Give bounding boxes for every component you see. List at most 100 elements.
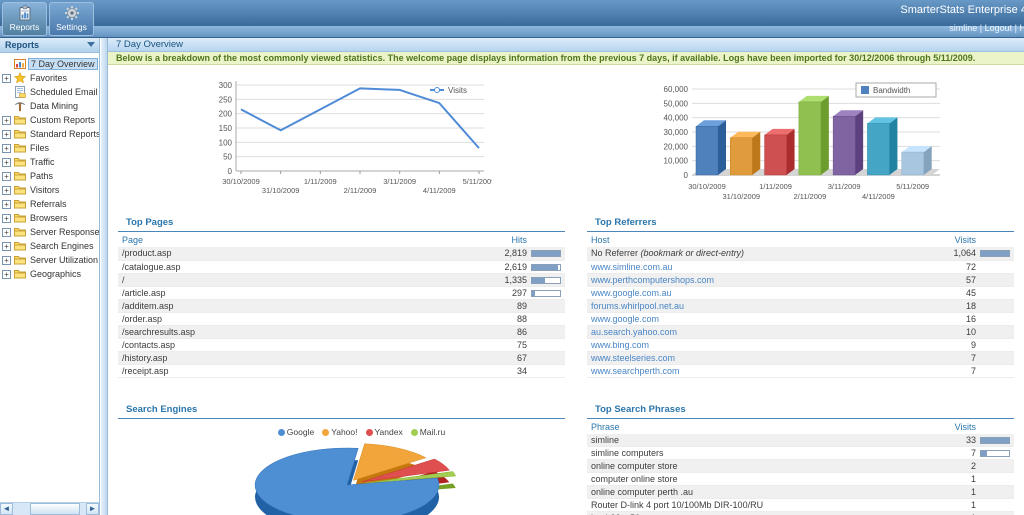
svg-text:50,000: 50,000 [663,99,688,108]
row-label: simline computers [591,448,664,458]
expand-plus-icon[interactable]: + [2,172,11,181]
expand-plus-icon[interactable]: + [2,116,11,125]
svg-text:40,000: 40,000 [663,114,688,123]
folder-icon [14,114,26,126]
svg-text:1/11/2009: 1/11/2009 [303,177,336,186]
host-link[interactable]: forums.whirlpool.net.au [591,301,684,311]
sidebar-item-standard-reports[interactable]: +Standard Reports [1,127,99,141]
sidebar-item-custom-reports[interactable]: +Custom Reports [1,113,99,127]
row-label: / [122,275,125,285]
sidebar-item-label: Files [28,143,51,153]
svg-text:30/10/2009: 30/10/2009 [688,182,726,191]
sidebar-item-files[interactable]: + Files [1,141,99,155]
search-engines-pie-chart [122,439,562,515]
settings-icon [64,5,80,21]
user-link-help[interactable]: Help [1019,23,1024,33]
host-link[interactable]: www.google.com [591,314,659,324]
data-mining-icon [14,100,26,112]
value-bar [980,250,1010,257]
top-referrers-table: Host Visits No Referrer (bookmark or dir… [587,233,1014,378]
host-link[interactable]: au.search.yahoo.com [591,327,677,337]
folder-icon [14,226,26,238]
sidebar-panel-title: Reports [5,40,39,50]
column-header-host: Host [587,233,894,247]
row-value: 34 [517,366,527,376]
host-link[interactable]: www.google.com.au [591,288,672,298]
host-link[interactable]: www.simline.com.au [591,262,673,272]
row-value: 1 [971,500,976,510]
collapse-panel-icon[interactable] [87,42,95,47]
expand-plus-icon[interactable]: + [2,144,11,153]
sidebar-item-search-engines[interactable]: +Search Engines [1,239,99,253]
sidebar-item-traffic[interactable]: +Traffic [1,155,99,169]
sidebar-item-7-day-overview[interactable]: 7 Day Overview [1,57,99,71]
host-link[interactable]: www.bing.com [591,340,649,350]
expand-plus-icon[interactable]: + [2,242,11,251]
search-engines-section: Search Engines GoogleYahoo!YandexMail.ru [118,404,565,515]
table-row: computer online store1 [587,473,1014,486]
svg-text:10,000: 10,000 [663,157,688,166]
table-row: /contacts.asp75 [118,338,565,351]
folder-icon [14,128,26,140]
sidebar-item-favorites[interactable]: + Favorites [1,71,99,85]
expand-plus-icon[interactable]: + [2,214,11,223]
sidebar-item-scheduled-email-reports[interactable]: Scheduled Email Reports [1,85,99,99]
expand-plus-icon[interactable]: + [2,200,11,209]
folder-icon [14,254,26,266]
user-link-logout[interactable]: Logout [985,23,1013,33]
row-value: 9 [971,340,976,350]
expand-plus-icon[interactable]: + [2,228,11,237]
sidebar-item-data-mining[interactable]: Data Mining [1,99,99,113]
column-header-visits: Visits [894,233,1014,247]
sidebar-item-geographics[interactable]: +Geographics [1,267,99,281]
sidebar-item-browsers[interactable]: +Browsers [1,211,99,225]
expand-plus-icon[interactable]: + [2,186,11,195]
expand-plus-icon[interactable]: + [2,74,11,83]
top-search-phrases-table: Phrase Visits simline33simline computers… [587,420,1014,515]
host-link[interactable]: www.steelseries.com [591,353,675,363]
sidebar-item-server-utilization[interactable]: +Server Utilization [1,253,99,267]
svg-text:Visits: Visits [448,86,467,95]
top-referrers-section: Top Referrers Host Visits No Referrer (b… [587,217,1014,378]
sidebar-panel-header[interactable]: Reports [0,38,99,53]
row-value: 7 [971,353,976,363]
table-row: www.simline.com.au72 [587,260,1014,273]
scroll-left-icon[interactable]: ◄ [0,503,13,515]
expand-plus-icon[interactable]: + [2,130,11,139]
settings-button-label: Settings [50,22,93,32]
header-band-user [0,26,1024,38]
reports-button[interactable]: Reports [2,2,47,36]
host-link[interactable]: www.searchperth.com [591,366,680,376]
top-pages-section: Top Pages Page Hits /product.asp2,819/ca… [118,217,565,378]
visits-line-chart: 05010015020025030030/10/200931/10/20091/… [192,75,492,207]
svg-text:Bandwidth: Bandwidth [873,86,910,95]
row-value: 45 [966,288,976,298]
row-value: 67 [517,353,527,363]
svg-text:30/10/2009: 30/10/2009 [222,177,260,186]
table-row: simline33 [587,434,1014,447]
expand-plus-icon[interactable]: + [2,158,11,167]
value-bar [531,290,561,297]
user-link-username[interactable]: simline [949,23,977,33]
expand-plus-icon[interactable]: + [2,256,11,265]
sidebar-item-referrals[interactable]: +Referrals [1,197,99,211]
sidebar-item-label: Favorites [28,73,69,83]
table-row: Router D-link 4 port 10/100Mb DIR-100/RU… [587,499,1014,512]
sidebar-item-visitors[interactable]: +Visitors [1,183,99,197]
svg-text:0: 0 [227,167,232,176]
expand-plus-icon[interactable]: + [2,270,11,279]
scrollbar-thumb[interactable] [30,503,80,515]
scroll-right-icon[interactable]: ► [86,503,99,515]
column-header-phrase: Phrase [587,420,905,434]
folder-icon [14,240,26,252]
sidebar-item-server-responses[interactable]: + Server Responses [1,225,99,239]
panel-splitter[interactable] [101,38,108,515]
sidebar-item-paths[interactable]: +Paths [1,169,99,183]
reports-button-label: Reports [3,22,46,32]
folder-icon [14,212,26,224]
settings-button[interactable]: Settings [49,2,94,36]
sidebar-horizontal-scrollbar[interactable]: ◄ ► [0,502,99,515]
sidebar-item-label: Server Responses [28,227,99,237]
reports-icon [17,5,33,21]
host-link[interactable]: www.perthcomputershops.com [591,275,714,285]
